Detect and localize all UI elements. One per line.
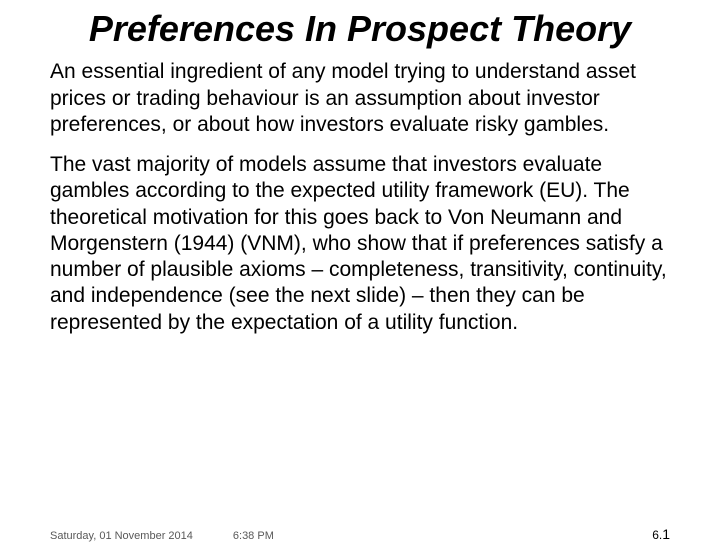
paragraph-1: An essential ingredient of any model try…	[50, 59, 670, 138]
body-text: An essential ingredient of any model try…	[50, 59, 670, 336]
slide-title: Preferences In Prospect Theory	[60, 8, 660, 49]
slide: Preferences In Prospect Theory An essent…	[0, 8, 720, 548]
footer-date: Saturday, 01 November 2014	[50, 530, 193, 542]
footer-time: 6:38 PM	[233, 530, 274, 542]
paragraph-2: The vast majority of models assume that …	[50, 152, 670, 336]
footer-left: Saturday, 01 November 2014 6:38 PM	[50, 530, 274, 542]
